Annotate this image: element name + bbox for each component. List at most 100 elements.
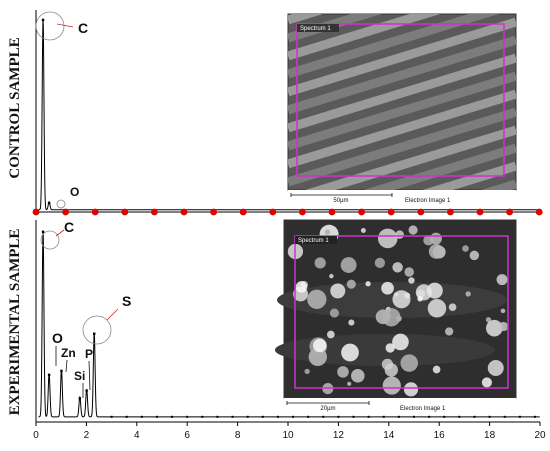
baseline-marker: [518, 415, 521, 418]
divider-marker: [269, 208, 277, 216]
peak-label-zn-experimental: Zn: [61, 346, 76, 360]
x-tick-label: 18: [484, 430, 496, 441]
fiber: [288, 17, 516, 97]
particle: [400, 354, 418, 372]
x-tick-label: 20: [534, 430, 546, 441]
x-tick-label: 16: [434, 430, 446, 441]
baseline-marker: [458, 415, 461, 418]
particle: [403, 382, 419, 397]
baseline-marker: [367, 415, 370, 418]
peak-label-p-experimental: P: [85, 347, 93, 361]
baseline-marker: [216, 415, 219, 418]
particle: [408, 277, 415, 284]
particle: [448, 303, 457, 312]
o-peak-circle-control: [56, 199, 66, 209]
particle: [340, 257, 357, 273]
particle: [485, 319, 503, 337]
c-leader-line-control: [56, 23, 74, 28]
particle: [498, 321, 509, 332]
baseline-marker: [231, 415, 234, 418]
baseline-marker: [488, 415, 491, 418]
particle: [313, 338, 327, 353]
baseline-marker: [155, 415, 158, 418]
spectrum-tag-control: Spectrum 1: [300, 26, 331, 32]
fiber: [288, 0, 516, 2]
particle: [404, 267, 414, 277]
divider-marker: [387, 208, 395, 216]
particle: [445, 327, 454, 336]
baseline-marker: [110, 415, 113, 418]
baseline-marker: [125, 415, 128, 418]
electron-image-caption-control: Electron Image 1: [405, 198, 451, 204]
spectrum-tag-experimental: Spectrum 1: [298, 238, 329, 244]
peak-point-p: [85, 389, 88, 392]
c-peak-circle-experimental: [40, 230, 60, 250]
peak-point-c: [41, 18, 45, 22]
baseline-marker: [261, 415, 264, 418]
electron-image-caption-experimental: Electron Image 1: [400, 406, 446, 412]
baseline-marker: [292, 415, 295, 418]
particle: [329, 273, 334, 279]
particle: [330, 283, 346, 299]
particle: [432, 365, 441, 374]
baseline-marker: [337, 415, 340, 418]
peak-label-s-experimental: S: [122, 293, 131, 309]
x-tick-label: 4: [134, 430, 140, 441]
divider-marker: [62, 208, 69, 216]
spectrum-box-experimental: [294, 235, 509, 389]
particle: [377, 228, 398, 249]
particle: [423, 235, 434, 246]
fiber: [288, 14, 499, 79]
peak-point-s: [93, 332, 96, 335]
peak-label-o-experimental: O: [52, 330, 63, 346]
particle: [392, 290, 411, 309]
particle: [314, 257, 326, 269]
peak-point-zn: [60, 369, 63, 373]
particle: [384, 363, 398, 377]
x-tick-label: 6: [184, 430, 190, 441]
particle: [381, 281, 394, 295]
s-peak-circle-experimental: [82, 315, 112, 345]
control-panel: C O Spectrum 1 50µm Electron Image 1: [35, 0, 540, 212]
x-tick-label: 10: [282, 430, 294, 441]
spectrum-line-experimental: [38, 230, 540, 418]
x-tick-label: 14: [383, 430, 395, 441]
peak-point-c: [41, 230, 45, 233]
divider-marker: [447, 208, 454, 216]
peak-label-c-experimental: C: [64, 219, 74, 235]
particle: [346, 279, 356, 289]
particle: [382, 308, 401, 327]
baseline-marker: [140, 415, 143, 418]
particle: [324, 229, 331, 235]
sem-image-control: Spectrum 1 50µm Electron Image 1: [287, 0, 517, 204]
particle: [408, 225, 418, 235]
fiber: [288, 14, 441, 61]
divider-marker: [210, 208, 218, 216]
baseline-marker: [246, 415, 249, 418]
baseline-marker: [186, 415, 189, 418]
peak-point-o: [47, 201, 51, 205]
particle: [496, 274, 508, 286]
control-sample-label: CONTROL SAMPLE: [7, 37, 23, 178]
particle: [307, 289, 327, 309]
particle: [374, 257, 386, 268]
sem-image-experimental: Spectrum 1 20µm Electron Image 1: [275, 219, 517, 412]
baseline-marker: [473, 415, 476, 418]
divider-marker: [151, 208, 158, 216]
baseline-marker: [413, 415, 415, 418]
baseline-marker: [397, 415, 400, 418]
scale-bar-label-experimental: 20µm: [320, 406, 335, 412]
divider-marker: [299, 208, 306, 216]
divider-marker: [180, 208, 188, 216]
baseline-marker: [443, 415, 446, 418]
particle: [348, 319, 355, 326]
spectrum-box-control: [296, 23, 505, 177]
peak-label-si-experimental: Si: [74, 369, 85, 383]
peak-point-o: [47, 373, 51, 377]
particle: [392, 262, 403, 273]
particle: [382, 376, 401, 395]
particle: [426, 282, 443, 299]
particle: [481, 377, 492, 388]
panel-divider: [32, 208, 543, 216]
baseline-marker: [276, 415, 279, 418]
